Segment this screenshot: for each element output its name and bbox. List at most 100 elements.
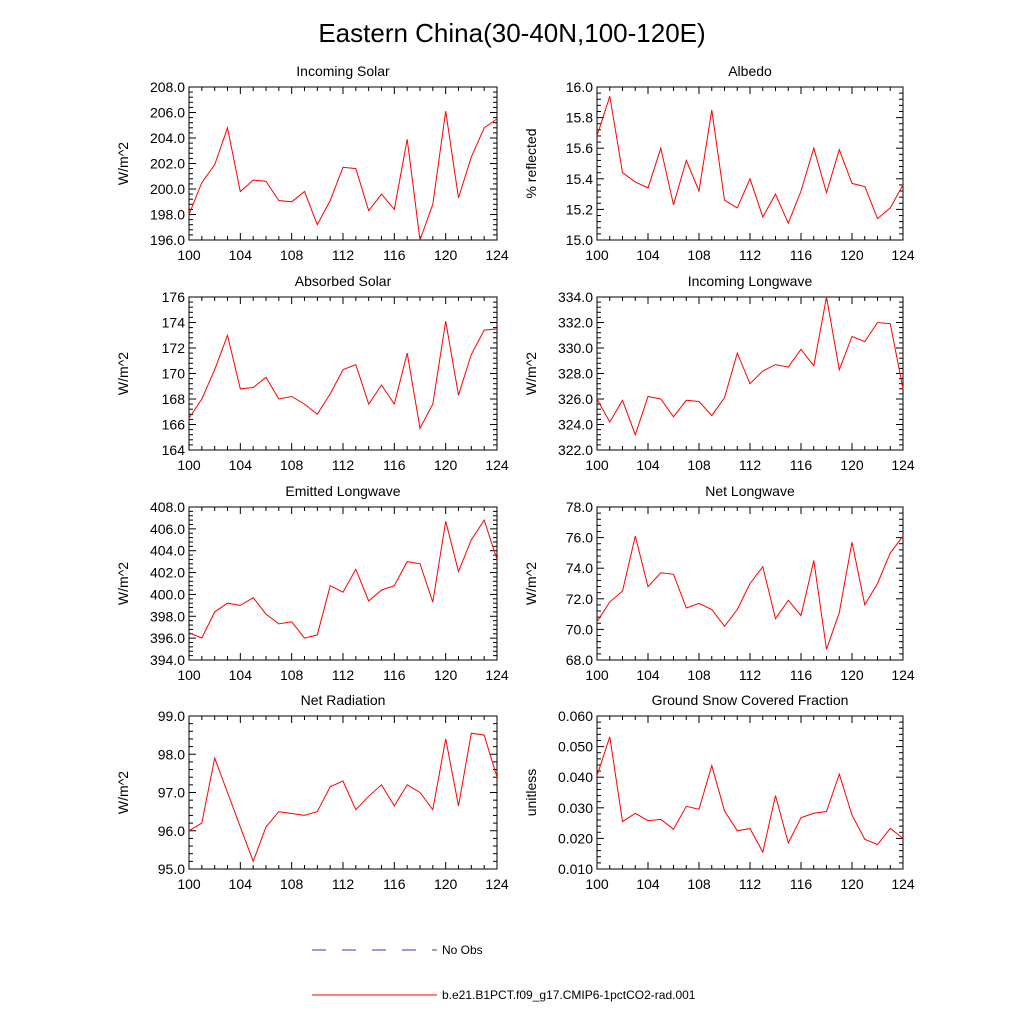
series-line xyxy=(188,111,498,241)
x-tick-label: 124 xyxy=(485,876,509,892)
x-tick-label: 124 xyxy=(891,457,915,473)
panel-title: Net Radiation xyxy=(301,692,386,708)
y-tick-label: 99.0 xyxy=(158,708,185,724)
y-tick-label: 15.0 xyxy=(566,232,593,248)
y-tick-label: 202.0 xyxy=(150,156,185,172)
y-tick-label: 0.060 xyxy=(558,708,593,724)
panel-title: Incoming Longwave xyxy=(688,273,813,289)
y-axis-label: W/m^2 xyxy=(523,352,539,395)
x-tick-label: 100 xyxy=(585,247,609,263)
y-axis-label: unitless xyxy=(523,769,539,816)
y-axis-label: W/m^2 xyxy=(523,562,539,605)
panel-incoming-longwave: Incoming Longwave 100 104 108 112 116 120 124 32… xyxy=(523,273,915,473)
y-tick-label: 15.2 xyxy=(566,201,593,217)
x-tick-label: 120 xyxy=(434,876,458,892)
y-tick-label: 16.0 xyxy=(566,79,593,95)
y-tick-label: 15.6 xyxy=(566,140,593,156)
y-tick-label: 0.020 xyxy=(558,830,593,846)
y-tick-label: 208.0 xyxy=(150,79,185,95)
x-tick-label: 112 xyxy=(739,457,762,473)
x-tick-label: 104 xyxy=(636,457,660,473)
y-axis-label: W/m^2 xyxy=(115,142,131,185)
y-tick-label: 406.0 xyxy=(150,521,185,537)
y-tick-label: 72.0 xyxy=(566,591,593,607)
y-tick-label: 164 xyxy=(162,442,186,458)
x-tick-label: 124 xyxy=(485,457,509,473)
y-axis-label: W/m^2 xyxy=(115,771,131,814)
x-tick-label: 108 xyxy=(280,247,304,263)
y-tick-label: 394.0 xyxy=(150,652,185,668)
x-tick-label: 100 xyxy=(177,457,201,473)
panel-emitted-longwave: Emitted Longwave 100 104 108 112 116 120 124 394… xyxy=(115,483,509,683)
x-tick-label: 124 xyxy=(485,247,509,263)
y-tick-label: 176 xyxy=(162,289,186,305)
x-tick-label: 116 xyxy=(790,667,813,683)
x-tick-label: 104 xyxy=(229,876,253,892)
y-tick-label: 398.0 xyxy=(150,608,185,624)
y-tick-label: 74.0 xyxy=(566,560,593,576)
plot-frame xyxy=(596,296,904,451)
y-axis-label: % reflected xyxy=(523,128,539,198)
y-tick-label: 328.0 xyxy=(558,366,593,382)
y-tick-label: 206.0 xyxy=(150,105,185,121)
y-axis-label: W/m^2 xyxy=(115,562,131,605)
y-tick-label: 15.4 xyxy=(566,171,593,187)
y-tick-label: 396.0 xyxy=(150,630,185,646)
y-tick-label: 330.0 xyxy=(558,340,593,356)
series-line xyxy=(188,518,498,639)
y-tick-label: 70.0 xyxy=(566,621,593,637)
x-tick-label: 112 xyxy=(332,667,355,683)
panel-net-radiation: Net Radiation 100 104 108 112 116 120 124 95.0 96… xyxy=(115,692,509,892)
y-tick-label: 96.0 xyxy=(158,823,185,839)
y-tick-label: 174 xyxy=(162,315,186,331)
plot-frame xyxy=(188,296,498,451)
legend-no-obs-label: No Obs xyxy=(442,943,483,957)
x-tick-label: 116 xyxy=(790,457,813,473)
panel-title: Ground Snow Covered Fraction xyxy=(652,692,849,708)
x-tick-label: 120 xyxy=(840,667,864,683)
x-tick-label: 116 xyxy=(383,457,406,473)
x-tick-label: 108 xyxy=(280,457,304,473)
y-tick-label: 196.0 xyxy=(150,232,185,248)
panel-title: Net Longwave xyxy=(705,483,795,499)
y-tick-label: 97.0 xyxy=(158,785,185,801)
plot-frame xyxy=(596,86,904,241)
x-tick-label: 104 xyxy=(636,876,660,892)
x-tick-label: 108 xyxy=(280,876,304,892)
plot-frame xyxy=(188,715,498,870)
plot-frame xyxy=(188,86,498,241)
x-tick-label: 112 xyxy=(739,876,762,892)
x-tick-label: 112 xyxy=(739,247,762,263)
panel-title: Absorbed Solar xyxy=(295,273,392,289)
series-line xyxy=(596,535,904,650)
figure-title: Eastern China(30-40N,100-120E) xyxy=(318,18,705,48)
x-tick-label: 116 xyxy=(383,667,406,683)
x-tick-label: 124 xyxy=(891,247,915,263)
series-line xyxy=(188,732,498,863)
y-tick-label: 166 xyxy=(162,417,186,433)
y-tick-label: 78.0 xyxy=(566,499,593,515)
y-tick-label: 332.0 xyxy=(558,315,593,331)
x-tick-label: 100 xyxy=(585,457,609,473)
y-tick-label: 76.0 xyxy=(566,530,593,546)
x-tick-label: 120 xyxy=(840,457,864,473)
x-tick-label: 116 xyxy=(383,876,406,892)
y-tick-label: 0.050 xyxy=(558,739,593,755)
series-line xyxy=(596,296,904,437)
x-tick-label: 116 xyxy=(790,876,813,892)
y-tick-label: 168 xyxy=(162,391,186,407)
panel-title: Albedo xyxy=(728,63,772,79)
y-tick-label: 400.0 xyxy=(150,586,185,602)
x-tick-label: 112 xyxy=(332,457,355,473)
panel-ground-snow-covered-fraction: Ground Snow Covered Fraction 100 104 108 112… xyxy=(523,692,915,892)
y-tick-label: 402.0 xyxy=(150,565,185,581)
y-tick-label: 334.0 xyxy=(558,289,593,305)
panel-grid: Incoming Solar 100 104 108 112 116 120 124 196.0… xyxy=(115,63,915,892)
legend: No Obs b.e21.B1PCT.f09_g17.CMIP6-1pctCO2… xyxy=(312,943,696,1002)
x-tick-label: 104 xyxy=(229,667,253,683)
y-tick-label: 170 xyxy=(162,366,186,382)
y-tick-label: 172 xyxy=(162,340,186,356)
y-axis-label: W/m^2 xyxy=(115,352,131,395)
x-tick-label: 100 xyxy=(177,667,201,683)
x-tick-label: 104 xyxy=(229,247,253,263)
